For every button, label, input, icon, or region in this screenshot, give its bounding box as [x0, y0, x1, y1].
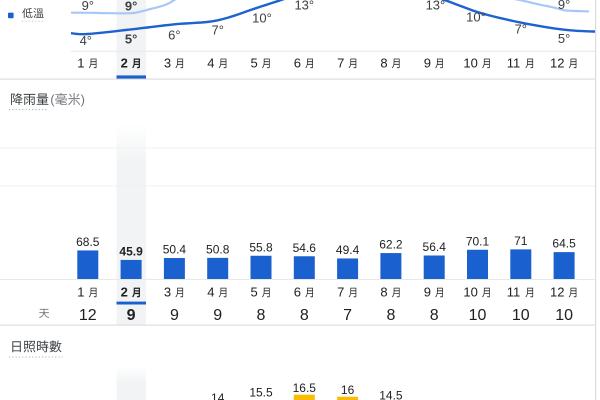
svg-text:9: 9: [424, 55, 431, 70]
svg-text:10: 10: [512, 307, 530, 324]
svg-text:9°: 9°: [82, 0, 94, 13]
svg-text:55.8: 55.8: [249, 240, 273, 254]
svg-text:68.5: 68.5: [76, 235, 100, 249]
svg-text:8: 8: [380, 284, 387, 299]
svg-text:10: 10: [463, 55, 477, 70]
svg-text:14.5: 14.5: [379, 388, 403, 400]
svg-text:3: 3: [164, 55, 171, 70]
svg-text:9°: 9°: [125, 0, 137, 14]
svg-text:13°: 13°: [426, 0, 446, 12]
svg-text:8: 8: [380, 55, 387, 70]
svg-text:): ): [81, 92, 85, 107]
svg-text:6: 6: [294, 284, 301, 299]
svg-text:13°: 13°: [294, 0, 314, 12]
svg-text:11: 11: [507, 55, 521, 70]
svg-text:7: 7: [337, 284, 344, 299]
svg-text:62.2: 62.2: [379, 238, 403, 252]
svg-text:12: 12: [550, 284, 564, 299]
svg-text:4°: 4°: [80, 33, 92, 48]
svg-text:5°: 5°: [558, 31, 570, 46]
svg-text:10: 10: [463, 284, 477, 299]
svg-text:7°: 7°: [515, 22, 527, 37]
svg-text:2: 2: [121, 55, 128, 70]
svg-text:5: 5: [251, 284, 258, 299]
svg-text:4: 4: [207, 284, 214, 299]
svg-text:10°: 10°: [466, 10, 486, 25]
svg-text:8: 8: [386, 307, 395, 324]
svg-text:16: 16: [341, 383, 355, 397]
svg-text:50.4: 50.4: [163, 243, 187, 257]
svg-text:50.8: 50.8: [206, 242, 230, 256]
svg-text:(: (: [50, 92, 55, 107]
svg-text:5°: 5°: [125, 32, 137, 47]
svg-text:11: 11: [507, 284, 521, 299]
svg-text:12: 12: [79, 307, 97, 324]
svg-text:45.9: 45.9: [119, 244, 143, 258]
svg-text:6°: 6°: [168, 27, 180, 42]
svg-text:8: 8: [300, 307, 309, 324]
svg-text:16.5: 16.5: [293, 381, 317, 395]
svg-text:6: 6: [294, 55, 301, 70]
svg-text:54.6: 54.6: [293, 241, 317, 255]
svg-text:56.4: 56.4: [423, 240, 447, 254]
svg-text:49.4: 49.4: [336, 243, 360, 257]
svg-text:15.5: 15.5: [249, 385, 273, 399]
svg-text:71: 71: [514, 234, 528, 248]
svg-text:2: 2: [121, 284, 128, 299]
svg-text:9: 9: [213, 307, 222, 324]
svg-text:3: 3: [164, 284, 171, 299]
svg-text:5: 5: [251, 55, 258, 70]
svg-text:7°: 7°: [211, 23, 223, 38]
svg-text:7: 7: [337, 55, 344, 70]
svg-text:9°: 9°: [558, 0, 570, 12]
svg-text:7: 7: [343, 307, 352, 324]
svg-text:1: 1: [77, 55, 84, 70]
svg-text:1: 1: [77, 284, 84, 299]
svg-text:8: 8: [257, 307, 266, 324]
svg-text:10°: 10°: [252, 11, 272, 26]
svg-text:9: 9: [424, 284, 431, 299]
svg-text:12: 12: [550, 55, 564, 70]
svg-text:10: 10: [555, 307, 573, 324]
svg-text:64.5: 64.5: [552, 237, 576, 251]
svg-text:8: 8: [430, 307, 439, 324]
svg-text:9: 9: [170, 307, 179, 324]
svg-text:9: 9: [127, 307, 136, 324]
svg-text:10: 10: [469, 307, 487, 324]
svg-text:14: 14: [211, 391, 225, 400]
svg-text:70.1: 70.1: [466, 234, 490, 248]
svg-text:4: 4: [207, 55, 214, 70]
